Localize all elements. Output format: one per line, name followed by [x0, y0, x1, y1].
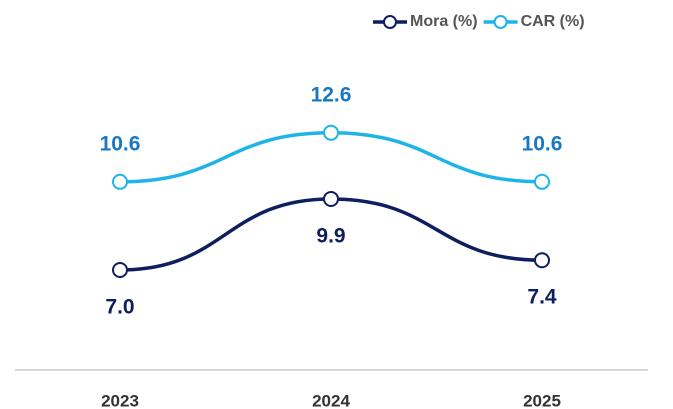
- point: [323, 124, 339, 141]
- point: [112, 173, 128, 190]
- legend-marker: [383, 15, 397, 29]
- data-label: 7.4: [527, 286, 557, 309]
- data-label: 12.6: [311, 83, 352, 106]
- legend-label: CAR (%): [521, 13, 585, 30]
- point: [534, 173, 550, 190]
- data-label: 10.6: [522, 132, 563, 155]
- legend-marker: [493, 15, 508, 29]
- x-tick-label: 2025: [523, 391, 561, 409]
- legend-label: Mora (%): [410, 13, 478, 30]
- x-tick-label: 2023: [101, 391, 139, 409]
- data-label: 7.0: [105, 296, 134, 319]
- x-tick-label: 2024: [312, 391, 350, 409]
- point: [534, 252, 550, 269]
- point: [112, 262, 128, 278]
- data-label: 9.9: [316, 224, 345, 247]
- data-label: 10.6: [100, 132, 141, 155]
- point: [323, 190, 339, 207]
